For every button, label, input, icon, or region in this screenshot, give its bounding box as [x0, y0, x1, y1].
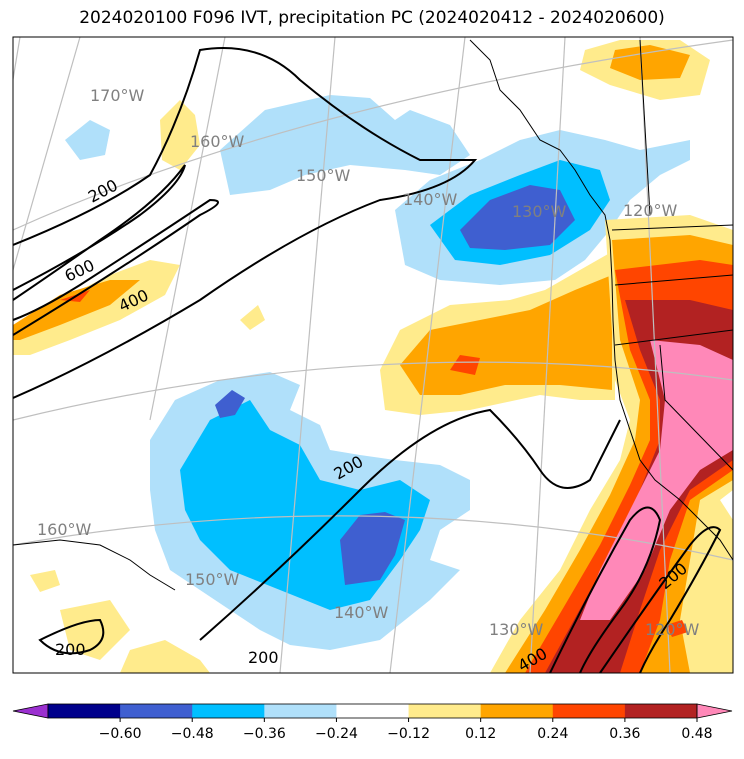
colorbar-tick-label: −0.60	[99, 726, 142, 742]
colorbar-segment	[480, 704, 554, 718]
colorbar-segment	[264, 704, 337, 718]
colorbar-frame	[47, 703, 698, 719]
colorbar-extend-high	[696, 703, 733, 719]
lon-label-150w: 150°W	[296, 166, 351, 185]
graticule	[13, 37, 733, 673]
colorbar-segment	[120, 704, 193, 718]
lon-label-150w-south: 150°W	[185, 570, 240, 589]
colorbar-tick-label: 0.12	[465, 726, 496, 742]
map-panel: 200 600 400 200 200 200 400 200 170°W 16…	[13, 37, 733, 673]
colorbar-tick-label: −0.12	[387, 726, 430, 742]
lon-label-120w-south: 120°W	[645, 620, 700, 639]
lon-label-140w-south: 140°W	[334, 603, 389, 622]
map-title: 2024020100 F096 IVT, precipitation PC (2…	[79, 8, 665, 28]
lon-label-170w: 170°W	[90, 86, 145, 105]
colorbar-segment	[48, 704, 121, 718]
lon-label-120w: 120°W	[623, 201, 678, 220]
colorbar-segment	[336, 704, 410, 718]
lon-label-130w-south: 130°W	[489, 620, 544, 639]
lon-label-130w: 130°W	[512, 202, 567, 221]
colorbar-segment	[552, 704, 626, 718]
colorbar-segment	[408, 704, 482, 718]
lon-label-140w: 140°W	[403, 190, 458, 209]
colorbar-extend-low	[12, 703, 49, 719]
longitude-labels: 170°W 160°W 150°W 140°W 130°W 120°W 160°…	[37, 86, 700, 639]
lon-label-160w-south: 160°W	[37, 520, 92, 539]
colorbar-segment	[624, 704, 698, 718]
ivt-contours	[13, 47, 722, 673]
colorbar-tick-label: 0.24	[537, 726, 568, 742]
colorbar-tick-label: −0.24	[315, 726, 358, 742]
colorbar-tick-label: −0.48	[171, 726, 214, 742]
colorbar-segment	[192, 704, 265, 718]
colorbar-tick-label: 0.36	[609, 726, 640, 742]
colorbar-tick-label: −0.36	[243, 726, 286, 742]
map-frame	[12, 36, 734, 674]
contour-label: 200	[248, 648, 279, 667]
colorbar-tick-label: 0.48	[681, 726, 712, 742]
lon-label-160w: 160°W	[190, 132, 245, 151]
colorbar: −0.60 −0.48 −0.36 −0.24 −0.12 0.12 0.24 0.36 0.4…	[12, 703, 733, 742]
contour-label: 200	[55, 640, 86, 659]
coastlines	[13, 39, 733, 591]
